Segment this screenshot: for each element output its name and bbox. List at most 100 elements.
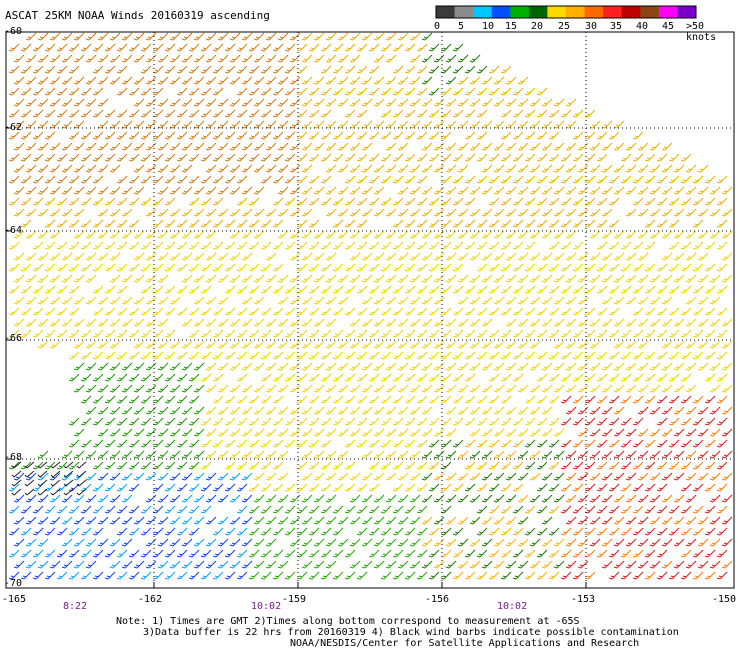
wind-barb (224, 439, 236, 448)
wind-barb (68, 43, 80, 52)
wind-barb (416, 461, 428, 470)
wind-barb (373, 384, 385, 393)
wind-barb (248, 109, 260, 118)
wind-barb (320, 109, 332, 118)
wind-barb (349, 54, 361, 63)
wind-barb (440, 549, 452, 558)
wind-barb (253, 274, 265, 283)
wind-barb (289, 76, 301, 85)
wind-barb (433, 208, 445, 217)
wind-barb (332, 571, 344, 580)
wind-barb (116, 197, 128, 206)
wind-barb (85, 362, 97, 371)
wind-barb (385, 208, 397, 217)
wind-barb (637, 560, 649, 569)
wind-barb (25, 560, 37, 569)
wind-barb (284, 109, 296, 118)
wind-barb (668, 439, 680, 448)
wind-barb (265, 142, 277, 151)
wind-barb (145, 76, 157, 85)
wind-barb (416, 307, 428, 316)
wind-barb (296, 197, 308, 206)
wind-barb (524, 571, 536, 580)
wind-barb (620, 395, 632, 404)
wind-barb (397, 384, 409, 393)
wind-barb (668, 285, 680, 294)
wind-barb (121, 142, 133, 151)
wind-barb (176, 527, 188, 536)
wind-barb (493, 186, 505, 195)
wind-barb (613, 164, 625, 173)
wind-barb (632, 175, 644, 184)
wind-barb (560, 505, 572, 514)
wind-barb (440, 175, 452, 184)
wind-barb (11, 479, 22, 487)
wind-barb (572, 417, 584, 426)
wind-barb (536, 549, 548, 558)
wind-barb (577, 538, 589, 547)
wind-barb (632, 307, 644, 316)
wind-barb (320, 153, 332, 162)
wind-barb (385, 252, 397, 261)
wind-barb (116, 527, 128, 536)
wind-barb (680, 263, 692, 272)
wind-barb (601, 164, 613, 173)
wind-barb (709, 208, 721, 217)
wind-barb (104, 329, 116, 338)
wind-barb (548, 527, 560, 536)
wind-barb (217, 384, 229, 393)
wind-barb (589, 494, 601, 503)
wind-barb (577, 472, 589, 481)
wind-barb (8, 527, 20, 536)
wind-barb (601, 472, 613, 481)
lat-label-60: -60 (4, 26, 23, 37)
wind-barb (493, 230, 505, 239)
wind-barb (104, 373, 116, 382)
wind-barb (212, 417, 224, 426)
wind-barb (164, 307, 176, 316)
wind-barb (224, 395, 236, 404)
wind-barb (308, 439, 320, 448)
wind-barb (265, 340, 277, 349)
wind-barb (140, 285, 152, 294)
wind-barb (368, 351, 380, 360)
wind-barb (325, 340, 337, 349)
wind-barb (212, 263, 224, 272)
wind-barb (644, 329, 656, 338)
wind-barb (572, 527, 584, 536)
wind-barb (253, 450, 265, 459)
wind-barb (332, 483, 344, 492)
wind-barb (152, 395, 164, 404)
wind-barb (644, 175, 656, 184)
wind-barb (457, 318, 469, 327)
wind-barb (157, 164, 169, 173)
wind-barb (205, 560, 217, 569)
wind-barb (529, 120, 541, 129)
wind-barb (85, 54, 97, 63)
wind-barb (512, 197, 524, 206)
wind-barb (188, 109, 200, 118)
wind-barb (632, 285, 644, 294)
wind-barb (229, 142, 241, 151)
wind-barb (157, 340, 169, 349)
scale-swatch (491, 6, 511, 18)
wind-barb (476, 549, 488, 558)
wind-barb (44, 307, 56, 316)
wind-barb (169, 54, 181, 63)
wind-barb (613, 384, 625, 393)
wind-barb (709, 384, 721, 393)
wind-barb (620, 153, 632, 162)
wind-barb (116, 43, 128, 52)
wind-barb (668, 241, 680, 250)
wind-barb (25, 120, 37, 129)
wind-barb (404, 65, 416, 74)
wind-barb (697, 274, 709, 283)
wind-barb (637, 142, 649, 151)
wind-barb (296, 439, 308, 448)
wind-barb (140, 527, 152, 536)
wind-barb (13, 186, 25, 195)
scale-label: 35 (610, 21, 623, 32)
wind-barb (445, 560, 457, 569)
wind-barb (56, 65, 68, 74)
scale-label: >50 knots (686, 21, 717, 43)
